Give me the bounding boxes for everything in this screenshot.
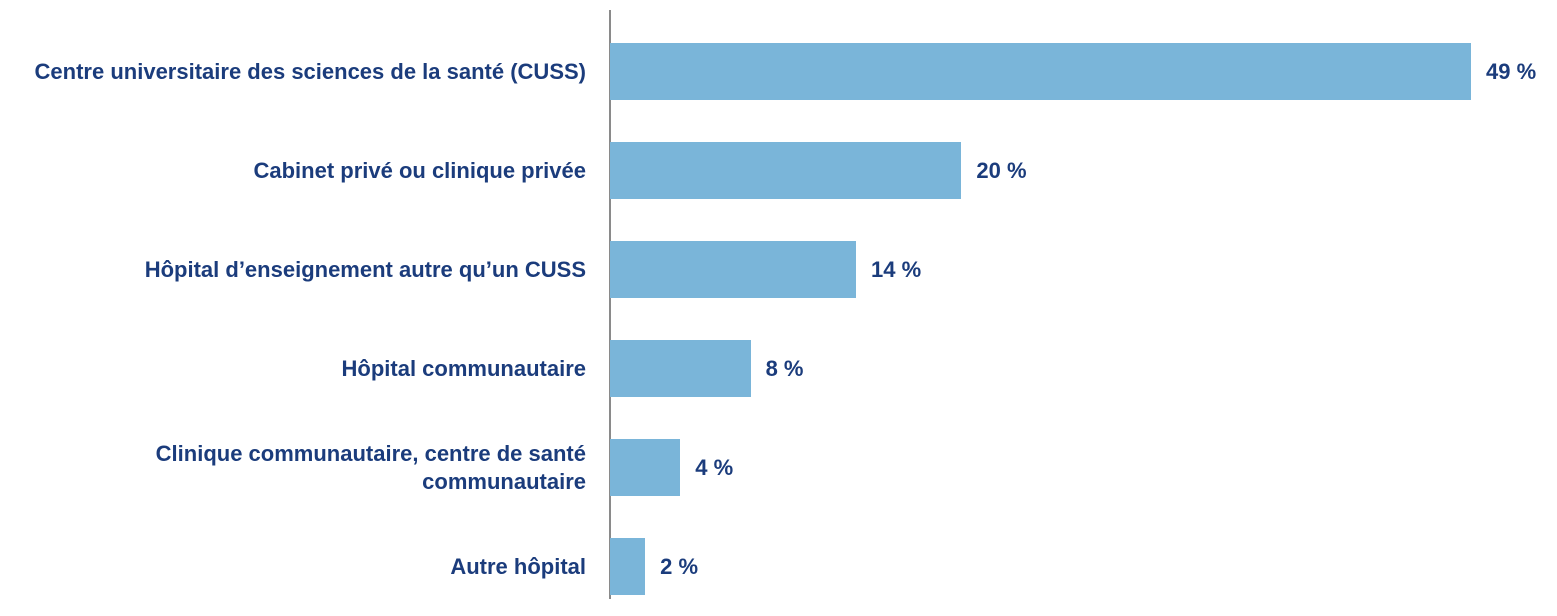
bar [610,538,646,595]
category-label: Cabinet privé ou clinique privée [253,157,586,183]
value-label: 49 % [1486,58,1537,84]
value-label: 14 % [871,256,922,282]
bar [610,43,1471,100]
category-axis [609,10,611,599]
category-label: Hôpital communautaire [341,355,586,381]
category-label: Centre universitaire des sciences de la … [34,58,586,84]
category-label: Clinique communautaire, centre de santé … [155,440,586,494]
value-label: 8 % [765,355,804,381]
value-label: 2 % [660,553,699,579]
bar [610,142,962,199]
category-label: Autre hôpital [450,553,586,579]
chart: Centre universitaire des sciences de la … [34,10,1537,599]
bar [610,439,681,496]
category-label: Hôpital d’enseignement autre qu’un CUSS [144,256,586,282]
bar [610,241,856,298]
bar [610,340,751,397]
value-label: 20 % [976,157,1027,183]
value-label: 4 % [695,454,734,480]
